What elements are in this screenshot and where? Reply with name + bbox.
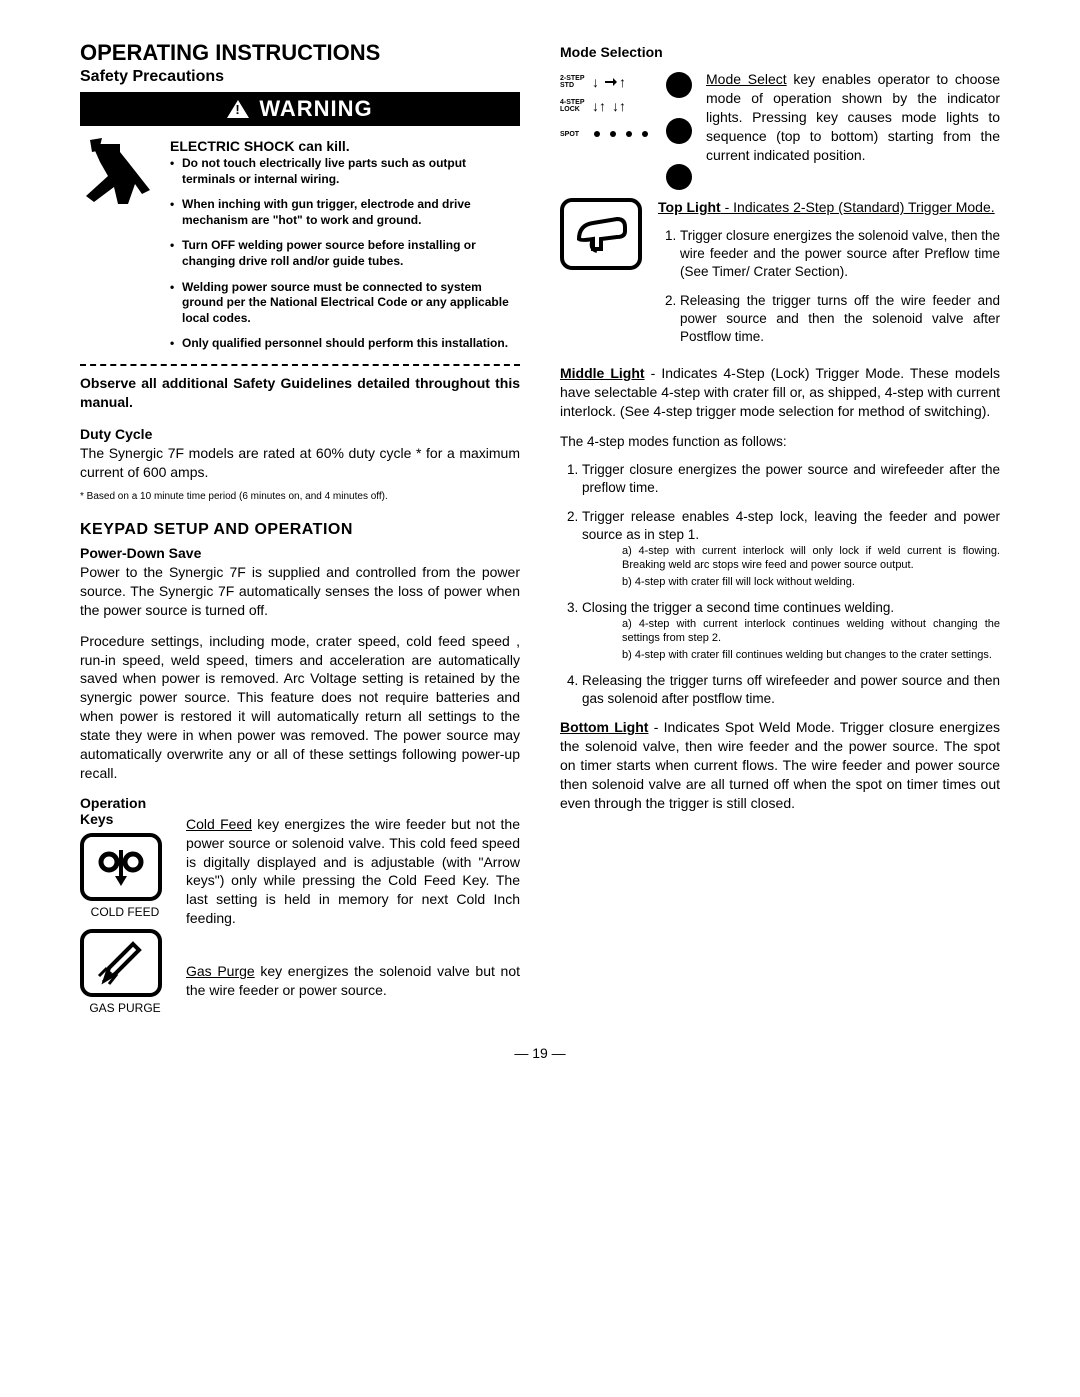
shock-bullet: When inching with gun trigger, electrode… <box>170 197 520 228</box>
dashed-divider <box>80 364 520 366</box>
dot-icon <box>594 131 600 137</box>
safety-heading: Safety Precautions <box>80 68 520 86</box>
top-light-text: Top Light - Indicates 2-Step (Standard) … <box>658 198 1000 217</box>
warning-banner: WARNING <box>80 92 520 126</box>
sub-item: a) 4-step with current interlock continu… <box>622 617 1000 646</box>
arrows-icon: ↓↑ <box>592 99 606 113</box>
sub-item: b) 4-step with crater fill will lock wit… <box>622 575 1000 589</box>
observe-guidelines: Observe all additional Safety Guidelines… <box>80 374 520 412</box>
shock-bullet: Do not touch electrically live parts suc… <box>170 156 520 187</box>
cold-feed-icon <box>80 833 162 901</box>
cold-feed-text: Cold Feed key energizes the wire feeder … <box>186 815 520 928</box>
page-title: OPERATING INSTRUCTIONS <box>80 40 520 66</box>
mode-button-group <box>664 70 694 190</box>
mode-select-text: Mode Select key enables operator to choo… <box>706 70 1000 164</box>
sub-item: a) 4-step with current interlock will on… <box>622 544 1000 573</box>
dot-icon <box>642 131 648 137</box>
list-item: Closing the trigger a second time contin… <box>582 599 1000 662</box>
keypad-heading: KEYPAD SETUP AND OPERATION <box>80 521 520 539</box>
right-column: Mode Selection 2-STEPSTD ↓ ↑ 4-STEPLOCK … <box>560 40 1000 1025</box>
list-item: Trigger release enables 4-step lock, lea… <box>582 508 1000 589</box>
duty-cycle-footnote: * Based on a 10 minute time period (6 mi… <box>80 490 520 504</box>
gas-purge-text: Gas Purge key energizes the solenoid val… <box>186 962 520 1000</box>
top-light-lead: Top Light <box>658 199 721 215</box>
warning-triangle-icon <box>227 100 249 118</box>
mode-diagram: 2-STEPSTD ↓ ↑ 4-STEPLOCK ↓↑ ↓↑ SPOT <box>560 70 652 146</box>
sub-item: b) 4-step with crater fill continues wel… <box>622 648 1000 662</box>
shock-bullet: Only qualified personnel should perform … <box>170 336 520 352</box>
arrows-icon: ↓↑ <box>612 99 626 113</box>
list-item: Releasing the trigger turns off wirefeed… <box>582 672 1000 708</box>
list-item: Releasing the trigger turns off the wire… <box>680 292 1000 347</box>
bottom-light-text: Bottom Light - Indicates Spot Weld Mode.… <box>560 718 1000 812</box>
arrow-down-icon: ↓ <box>592 75 599 89</box>
mode-select-lead: Mode Select <box>706 71 787 87</box>
mode-selection-heading: Mode Selection <box>560 44 1000 60</box>
pds-paragraph-2: Procedure settings, including mode, crat… <box>80 632 520 783</box>
four-step-intro: The 4-step modes function as follows: <box>560 433 1000 451</box>
list-item: Trigger closure energizes the power sour… <box>582 461 1000 497</box>
pds-paragraph-1: Power to the Synergic 7F is supplied and… <box>80 563 520 620</box>
mode-indicator-top <box>666 72 692 98</box>
dot-icon <box>610 131 616 137</box>
page-number: — 19 — <box>80 1045 1000 1061</box>
warning-label: WARNING <box>259 96 372 122</box>
shock-heading: ELECTRIC SHOCK can kill. <box>170 138 520 154</box>
operation-keys-heading: Operation Keys <box>80 795 170 827</box>
gas-purge-icon <box>80 929 162 997</box>
mode-indicator-bottom <box>666 164 692 190</box>
shock-bullet: Welding power source must be connected t… <box>170 280 520 327</box>
left-column: OPERATING INSTRUCTIONS Safety Precaution… <box>80 40 520 1025</box>
duty-cycle-text: The Synergic 7F models are rated at 60% … <box>80 444 520 482</box>
cold-feed-lead: Cold Feed <box>186 816 252 832</box>
four-step-list: Trigger closure energizes the power sour… <box>560 461 1000 708</box>
shock-bullet: Turn OFF welding power source before ins… <box>170 238 520 269</box>
mode-indicator-middle <box>666 118 692 144</box>
cold-feed-label: COLD FEED <box>80 905 170 919</box>
list-item: Trigger closure energizes the solenoid v… <box>680 227 1000 282</box>
dot-icon <box>626 131 632 137</box>
duty-cycle-heading: Duty Cycle <box>80 426 520 442</box>
gas-purge-label: GAS PURGE <box>80 1001 170 1015</box>
power-down-save-heading: Power-Down Save <box>80 545 520 561</box>
shock-bullet-list: Do not touch electrically live parts suc… <box>170 156 520 352</box>
gas-purge-lead: Gas Purge <box>186 963 255 979</box>
top-light-list: Trigger closure energizes the solenoid v… <box>658 227 1000 346</box>
middle-light-lead: Middle Light <box>560 365 645 381</box>
arrow-up-icon: ↑ <box>619 75 626 89</box>
bottom-light-lead: Bottom Light <box>560 719 648 735</box>
trigger-icon <box>560 198 642 270</box>
electric-shock-icon <box>80 132 160 362</box>
middle-light-text: Middle Light - Indicates 4-Step (Lock) T… <box>560 364 1000 421</box>
